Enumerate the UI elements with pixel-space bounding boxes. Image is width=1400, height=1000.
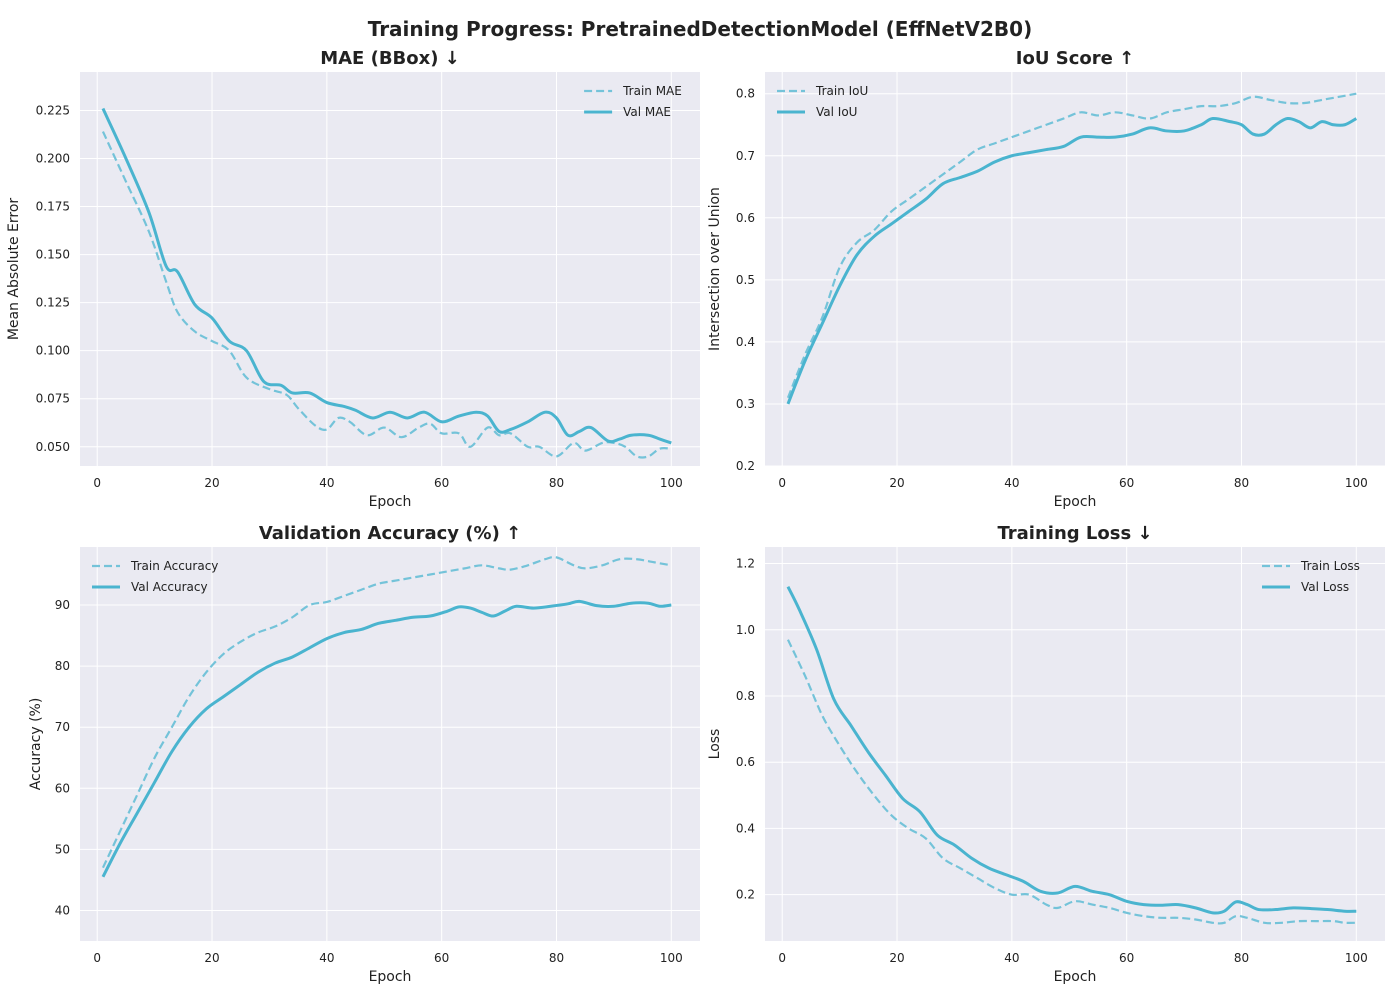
accuracy-x-tick-label: 80	[549, 951, 564, 965]
mae-legend-label-train: Train MAE	[622, 84, 682, 98]
loss-y-tick-label: 0.2	[736, 888, 755, 902]
iou-x-tick-label: 20	[889, 476, 904, 490]
mae-y-tick-label: 0.125	[36, 296, 70, 310]
loss-series-val-line	[786, 586, 1357, 915]
accuracy-y-tick-label: 60	[55, 781, 70, 795]
iou-y-tick-label: 0.2	[736, 459, 755, 473]
iou-y-axis-label: Intersection over Union	[707, 187, 723, 351]
loss-series-train-line	[786, 639, 1357, 925]
mae-y-tick-label: 0.175	[36, 200, 70, 214]
accuracy-series-train-line	[101, 555, 672, 869]
mae-x-tick-label: 100	[660, 476, 683, 490]
mae-y-tick-label: 0.150	[36, 248, 70, 262]
mae-panel: 0 20 40 60 80 100 0.050 0.075 0.100 0.125 0.150 0.1…	[6, 48, 700, 510]
iou-y-tick-label: 0.5	[736, 273, 755, 287]
loss-y-tick-label: 1.0	[736, 623, 755, 637]
loss-x-axis-label: Epoch	[1054, 969, 1097, 985]
iou-y-tick-label: 0.8	[736, 87, 755, 101]
iou-y-tick-label: 0.3	[736, 397, 755, 411]
loss-x-tick-label: 40	[1004, 951, 1019, 965]
iou-x-tick-label: 80	[1234, 476, 1249, 490]
accuracy-y-tick-label: 50	[55, 842, 70, 856]
iou-x-tick-label: 60	[1119, 476, 1134, 490]
iou-x-tick-label: 100	[1345, 476, 1368, 490]
loss-panel: 0 20 40 60 80 100 0.2 0.4 0.6 0.8 1.0 1.2 Training L…	[707, 523, 1385, 985]
iou-y-tick-label: 0.4	[736, 335, 755, 349]
loss-x-tick-label: 100	[1345, 951, 1368, 965]
mae-y-tick-label: 0.225	[36, 103, 70, 117]
loss-chart-title: Training Loss ↓	[997, 523, 1152, 544]
mae-chart-title: MAE (BBox) ↓	[320, 48, 460, 69]
loss-x-tick-label: 80	[1234, 951, 1249, 965]
mae-x-tick-label: 60	[434, 476, 449, 490]
loss-x-tick-label: 0	[778, 951, 786, 965]
accuracy-chart-title: Validation Accuracy (%) ↑	[259, 523, 521, 544]
mae-x-axis-label: Epoch	[369, 494, 412, 510]
iou-series-train-line	[786, 92, 1357, 399]
accuracy-series-group	[101, 555, 672, 878]
accuracy-plot-area	[80, 547, 700, 941]
loss-legend: Train Loss Val Loss	[1262, 559, 1360, 594]
loss-series-group	[786, 586, 1357, 925]
iou-y-tick-label: 0.7	[736, 149, 755, 163]
loss-y-tick-label: 0.4	[736, 821, 755, 835]
mae-series-train-line	[101, 131, 672, 459]
mae-y-tick-label: 0.100	[36, 344, 70, 358]
accuracy-x-tick-label: 20	[204, 951, 219, 965]
accuracy-series-val-line	[101, 599, 672, 878]
iou-plot-area	[765, 72, 1385, 466]
mae-legend-label-val: Val MAE	[623, 105, 671, 119]
iou-chart-title: IoU Score ↑	[1016, 48, 1134, 69]
loss-y-axis-label: Loss	[707, 729, 723, 760]
accuracy-x-tick-label: 0	[93, 951, 101, 965]
accuracy-x-tick-label: 100	[660, 951, 683, 965]
accuracy-x-tick-label: 60	[434, 951, 449, 965]
iou-legend: Train IoU Val IoU	[777, 84, 868, 119]
mae-plot-area	[80, 72, 700, 466]
loss-x-tick-label: 60	[1119, 951, 1134, 965]
accuracy-y-tick-label: 80	[55, 659, 70, 673]
mae-series-val-line	[101, 107, 672, 445]
accuracy-y-axis-label: Accuracy (%)	[28, 698, 44, 791]
accuracy-x-tick-label: 40	[319, 951, 334, 965]
iou-x-tick-label: 0	[778, 476, 786, 490]
accuracy-y-tick-label: 90	[55, 598, 70, 612]
mae-x-tick-label: 0	[93, 476, 101, 490]
mae-legend: Train MAE Val MAE	[584, 84, 682, 119]
figure-title: Training Progress: PretrainedDetectionMo…	[368, 17, 1032, 41]
iou-panel: 0 20 40 60 80 100 0.2 0.3 0.4 0.5 0.6 0.7 0.8 IoU Sco…	[707, 48, 1385, 510]
loss-y-tick-label: 1.2	[736, 557, 755, 571]
iou-series-group	[786, 92, 1358, 405]
accuracy-legend: Train Accuracy Val Accuracy	[92, 559, 218, 594]
mae-y-axis-label: Mean Absolute Error	[6, 198, 22, 341]
iou-legend-label-train: Train IoU	[815, 84, 868, 98]
iou-x-axis-label: Epoch	[1054, 494, 1097, 510]
mae-y-tick-label: 0.075	[36, 392, 70, 406]
iou-series-val-line	[786, 116, 1358, 405]
iou-x-tick-label: 40	[1004, 476, 1019, 490]
accuracy-x-axis-label: Epoch	[369, 969, 412, 985]
loss-plot-area	[765, 547, 1385, 941]
accuracy-y-tick-label: 40	[55, 903, 70, 917]
mae-x-tick-label: 20	[204, 476, 219, 490]
accuracy-legend-label-val: Val Accuracy	[131, 580, 208, 594]
loss-x-tick-label: 20	[889, 951, 904, 965]
accuracy-panel: 0 20 40 60 80 100 40 50 60 70 80 90 Validation Accur…	[28, 523, 700, 985]
iou-y-tick-label: 0.6	[736, 211, 755, 225]
accuracy-legend-label-train: Train Accuracy	[130, 559, 218, 573]
loss-legend-label-train: Train Loss	[1300, 559, 1360, 573]
mae-x-tick-label: 80	[549, 476, 564, 490]
mae-y-tick-label: 0.050	[36, 440, 70, 454]
mae-y-tick-label: 0.200	[36, 151, 70, 165]
loss-legend-label-val: Val Loss	[1301, 580, 1349, 594]
iou-legend-label-val: Val IoU	[816, 105, 857, 119]
loss-y-tick-label: 0.6	[736, 755, 755, 769]
mae-series-group	[101, 107, 672, 459]
loss-y-tick-label: 0.8	[736, 689, 755, 703]
accuracy-y-tick-label: 70	[55, 720, 70, 734]
mae-x-tick-label: 40	[319, 476, 334, 490]
